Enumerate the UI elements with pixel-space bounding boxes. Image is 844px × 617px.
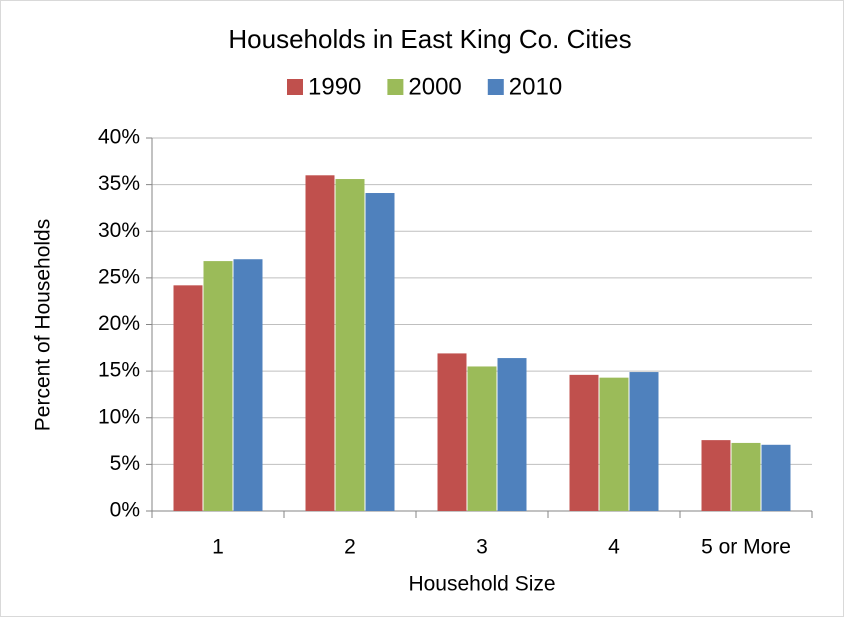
bar: [437, 353, 467, 511]
x-axis-title: Household Size: [408, 573, 555, 596]
chart-title: Households in East King Co. Cities: [228, 24, 631, 54]
x-tick-label: 3: [476, 536, 488, 559]
bar: [569, 374, 599, 511]
x-tick-label: 5 or More: [701, 536, 791, 559]
y-tick-label: 20%: [98, 312, 140, 335]
bar: [305, 175, 335, 512]
y-tick-label: 15%: [98, 359, 140, 382]
legend-swatch: [287, 79, 303, 95]
legend-swatch: [387, 79, 404, 95]
bar: [599, 377, 629, 511]
y-tick-label: 25%: [98, 265, 140, 288]
x-tick-label: 4: [608, 536, 620, 559]
bar: [497, 358, 527, 511]
x-tick-label: 2: [344, 536, 356, 559]
legend-label: 2010: [509, 73, 562, 100]
bar: [203, 261, 233, 511]
y-tick-label: 40%: [98, 126, 140, 149]
y-tick-label: 5%: [110, 452, 140, 475]
bar: [335, 179, 365, 511]
bar: [233, 259, 263, 511]
y-tick-label: 35%: [98, 172, 140, 195]
bar: [173, 285, 203, 511]
legend-label: 1990: [308, 73, 361, 100]
bar: [761, 444, 791, 511]
y-tick-label: 30%: [98, 219, 140, 242]
x-tick-label: 1: [212, 536, 224, 559]
legend-label: 2000: [408, 73, 461, 100]
bar: [629, 372, 659, 511]
y-axis-title: Percent of Households: [32, 219, 55, 431]
bar: [701, 440, 731, 511]
bar: [467, 366, 497, 511]
bar: [731, 442, 761, 511]
y-tick-label: 10%: [98, 405, 140, 428]
legend-swatch: [487, 79, 504, 95]
y-tick-label: 0%: [110, 499, 140, 522]
bar: [365, 193, 395, 511]
